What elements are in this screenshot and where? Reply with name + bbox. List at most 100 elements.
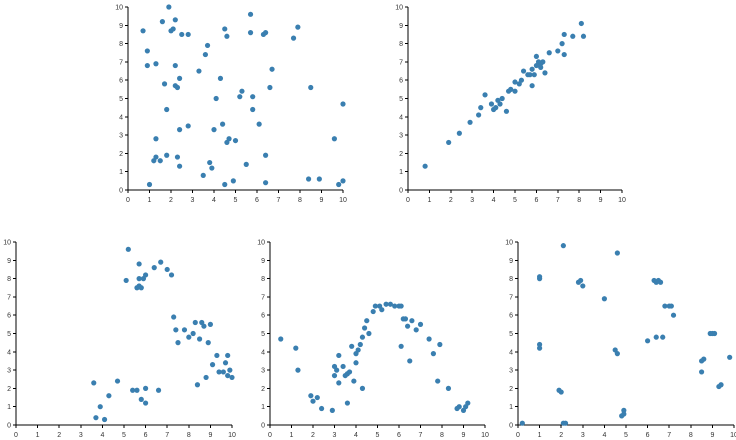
data-point	[140, 28, 146, 34]
x-tick-label: 7	[667, 432, 671, 439]
data-point	[503, 108, 510, 114]
y-tick-label: 9	[119, 23, 123, 30]
x-tick-label: 5	[513, 197, 517, 204]
data-point	[181, 327, 188, 333]
data-point	[295, 24, 301, 30]
y-tick-label: 4	[509, 349, 513, 356]
x-tick-label: 6	[534, 197, 538, 204]
x-tick-label: 6	[144, 432, 148, 439]
data-point	[205, 340, 211, 346]
data-point	[580, 283, 586, 289]
data-point	[175, 340, 181, 346]
y-tick-label: 9	[7, 258, 11, 265]
data-point	[497, 101, 503, 107]
x-tick-label: 8	[440, 432, 444, 439]
data-point	[185, 123, 191, 129]
data-point	[138, 285, 144, 291]
data-point	[402, 316, 409, 322]
y-tick-label: 10	[3, 240, 11, 247]
x-tick-label: 10	[228, 432, 236, 439]
x-tick-label: 3	[191, 197, 195, 204]
data-point	[225, 352, 231, 359]
data-point	[578, 277, 584, 284]
data-point	[247, 11, 254, 17]
data-point	[578, 20, 584, 27]
y-tick-label: 10	[115, 5, 123, 12]
data-point	[157, 158, 163, 164]
y-tick-label: 4	[119, 114, 123, 121]
data-point	[106, 393, 112, 399]
x-tick-label: 2	[169, 197, 173, 204]
y-tick-label: 4	[7, 349, 11, 356]
x-tick-label: 1	[148, 197, 152, 204]
data-point	[227, 367, 233, 373]
data-point	[561, 31, 567, 38]
data-point	[537, 345, 543, 351]
data-point	[136, 261, 142, 267]
x-tick-label: 9	[710, 432, 714, 439]
data-point	[422, 163, 428, 169]
data-point	[531, 72, 537, 78]
x-tick-label: 2	[449, 197, 453, 204]
x-tick-label: 8	[298, 197, 302, 204]
data-point	[570, 33, 576, 39]
data-point	[164, 152, 170, 158]
data-point	[370, 308, 376, 315]
data-point	[398, 343, 404, 349]
data-point	[247, 30, 254, 36]
data-point	[192, 319, 198, 326]
data-point	[229, 374, 235, 381]
y-tick-label: 1	[261, 404, 265, 411]
data-point	[174, 154, 181, 160]
data-point	[225, 372, 231, 379]
data-point	[614, 351, 620, 357]
data-point	[542, 70, 548, 76]
data-point	[171, 314, 177, 320]
data-point	[437, 341, 443, 348]
data-point	[409, 318, 415, 324]
y-tick-label: 5	[261, 331, 265, 338]
data-point	[308, 84, 314, 91]
y-tick-label: 2	[7, 386, 11, 393]
y-tick-label: 0	[119, 188, 123, 195]
data-point	[364, 318, 370, 324]
data-point	[336, 352, 342, 359]
x-tick-label: 5	[376, 432, 380, 439]
data-point	[214, 352, 220, 359]
data-point	[166, 4, 172, 10]
data-point	[520, 68, 527, 74]
data-point	[278, 336, 284, 342]
y-tick-label: 8	[399, 41, 403, 48]
data-point	[146, 181, 153, 188]
data-point	[560, 243, 566, 249]
x-tick-label: 6	[646, 432, 650, 439]
data-point	[170, 26, 176, 32]
data-point	[293, 345, 299, 351]
data-point	[533, 53, 540, 60]
data-point	[366, 330, 372, 337]
data-point	[172, 17, 178, 23]
x-tick-label: 4	[100, 432, 104, 439]
data-point	[93, 415, 99, 421]
data-point	[614, 250, 620, 256]
x-tick-label: 1	[290, 432, 294, 439]
data-point	[379, 307, 385, 313]
y-tick-label: 0	[399, 188, 403, 195]
data-point	[334, 367, 340, 373]
data-point	[537, 341, 543, 348]
data-point	[357, 341, 363, 348]
data-point	[144, 48, 150, 54]
data-point	[340, 363, 346, 370]
data-point	[319, 405, 325, 412]
data-point	[711, 330, 718, 337]
y-tick-label: 0	[261, 423, 265, 430]
y-tick-label: 7	[509, 294, 513, 301]
data-point	[211, 127, 217, 133]
x-tick-label: 10	[339, 197, 347, 204]
data-point	[562, 420, 569, 426]
x-tick-label: 2	[311, 432, 315, 439]
data-point	[217, 75, 224, 81]
x-tick-label: 1	[538, 432, 542, 439]
data-point	[537, 274, 543, 280]
data-point	[222, 26, 228, 32]
